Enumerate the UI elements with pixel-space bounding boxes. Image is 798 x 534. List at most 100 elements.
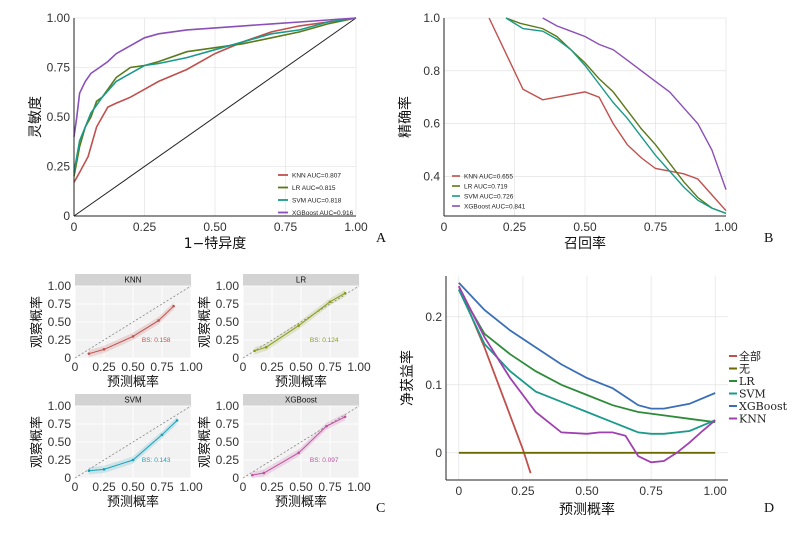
y-tick-label: 1.00 [48, 399, 72, 413]
x-tick-label: 0.75 [150, 480, 174, 494]
facet-title: LR [296, 276, 306, 285]
confidence-band [254, 289, 346, 355]
y-tick-label: 0.75 [48, 297, 72, 311]
x-tick-label: 1.00 [179, 360, 203, 374]
y-tick-label: 0.25 [48, 453, 72, 467]
x-tick-label: 1.00 [344, 220, 368, 234]
facet-title: SVM [124, 396, 142, 405]
y-tick-label: 1.00 [47, 11, 71, 25]
x-tick-label: 0 [71, 220, 78, 234]
perfect-calibration-line [74, 405, 192, 479]
calibration-point [102, 348, 106, 351]
x-tick-label: 0.50 [121, 480, 145, 494]
y-tick-label: 0 [63, 209, 70, 223]
calibration-point [297, 324, 300, 327]
legend-label: SVM AUC=0.818 [292, 198, 342, 205]
x-tick-label: 0.50 [573, 220, 597, 234]
calibration-point [325, 424, 328, 428]
calibration-point [131, 458, 135, 462]
calibration-point [253, 349, 256, 353]
facet-title: XGBoost [285, 396, 318, 405]
calibration-point [343, 291, 347, 295]
y-tick-label: 0.25 [48, 333, 72, 347]
calibration-point [87, 469, 91, 473]
x-tick-label: 0.75 [274, 220, 298, 234]
y-tick-label: 0.1 [425, 378, 442, 392]
panel-label-c: C [376, 501, 385, 516]
pr-curve-1 [505, 17, 727, 215]
calibration-point [250, 473, 254, 477]
calibration-point [262, 471, 266, 475]
x-tick-label: 0.25 [133, 220, 157, 234]
facet-title: KNN [125, 276, 142, 285]
y-tick-label: 0.75 [47, 61, 71, 75]
y-axis-title: 观察概率 [29, 296, 45, 348]
y-tick-label: 0 [64, 351, 71, 365]
x-tick-label: 0.50 [289, 360, 313, 374]
panel-label-b: B [764, 231, 773, 246]
facet-strip [243, 274, 359, 286]
calibration-point [175, 419, 179, 422]
legend-label: XGBoost [739, 400, 788, 413]
x-tick-label: 0 [72, 480, 79, 494]
y-tick-label: 0.4 [423, 169, 440, 183]
roc-curve-0 [73, 17, 357, 183]
net-benefit-curve-4 [458, 282, 716, 410]
y-tick-label: 0.75 [216, 417, 240, 431]
facet-strip [243, 394, 359, 406]
x-tick-label: 0.75 [318, 360, 342, 374]
y-tick-label: 0 [232, 351, 239, 365]
roc-curve-2 [73, 17, 357, 173]
perfect-calibration-line [74, 285, 192, 359]
y-axis-title: 观察概率 [197, 296, 213, 348]
y-tick-label: 1.00 [48, 279, 72, 293]
legend-label: KNN AUC=0.807 [292, 173, 341, 180]
x-tick-label: 0.50 [575, 484, 599, 498]
confidence-band [252, 413, 346, 478]
reference-diagonal [73, 17, 357, 217]
brier-score-label: BS: 0.124 [310, 337, 339, 344]
x-tick-label: 1.00 [179, 480, 203, 494]
x-tick-label: 0.75 [150, 360, 174, 374]
x-tick-label: 0.75 [644, 220, 668, 234]
y-tick-label: 0.25 [216, 333, 240, 347]
panel-a: 0 0.25 0.50 0.75 1.00 0 0.25 0.50 0.75 1.00 KNN AU… [28, 11, 387, 252]
y-axis-title: 观察概率 [197, 416, 213, 468]
x-axis-title: 1−特异度 [184, 236, 247, 252]
x-tick-label: 0.25 [92, 480, 116, 494]
brier-score-label: BS: 0.097 [310, 457, 339, 464]
legend-label: KNN AUC=0.655 [464, 174, 513, 181]
x-tick-label: 0.50 [203, 220, 227, 234]
x-tick-label: 0 [240, 360, 247, 374]
y-tick-label: 0.2 [425, 310, 442, 324]
y-tick-label: 0.8 [423, 64, 440, 78]
calibration-point [102, 468, 106, 471]
y-tick-label: 0.50 [216, 435, 240, 449]
x-tick-label: 0.25 [503, 220, 527, 234]
calibration-point [87, 352, 91, 355]
net-benefit-curve-3 [457, 289, 716, 435]
legend-label: SVM AUC=0.726 [464, 194, 514, 201]
x-tick-label: 0.25 [511, 484, 535, 498]
y-tick-label: 0 [435, 446, 442, 460]
x-axis-title: 召回率 [564, 235, 606, 252]
x-tick-label: 0.50 [289, 480, 313, 494]
y-tick-label: 0.50 [48, 315, 72, 329]
calibration-point [157, 319, 160, 322]
y-tick-label: 0.75 [48, 417, 72, 431]
brier-score-label: BS: 0.158 [142, 337, 171, 344]
x-tick-label: 0.75 [318, 480, 342, 494]
perfect-calibration-line [242, 405, 360, 479]
x-tick-label: 0.25 [260, 360, 284, 374]
y-tick-label: 1.00 [216, 279, 240, 293]
pr-curve-3 [542, 17, 727, 190]
confidence-band [88, 416, 178, 475]
y-tick-label: 0.50 [47, 110, 71, 124]
calibration-subplot-1: LR0 0.25 0.50 0.75 1.0000.250.500.751.00BS: … [197, 274, 371, 390]
calibration-point [172, 304, 175, 308]
brier-score-label: BS: 0.143 [142, 457, 171, 464]
x-tick-label: 0 [72, 360, 79, 374]
